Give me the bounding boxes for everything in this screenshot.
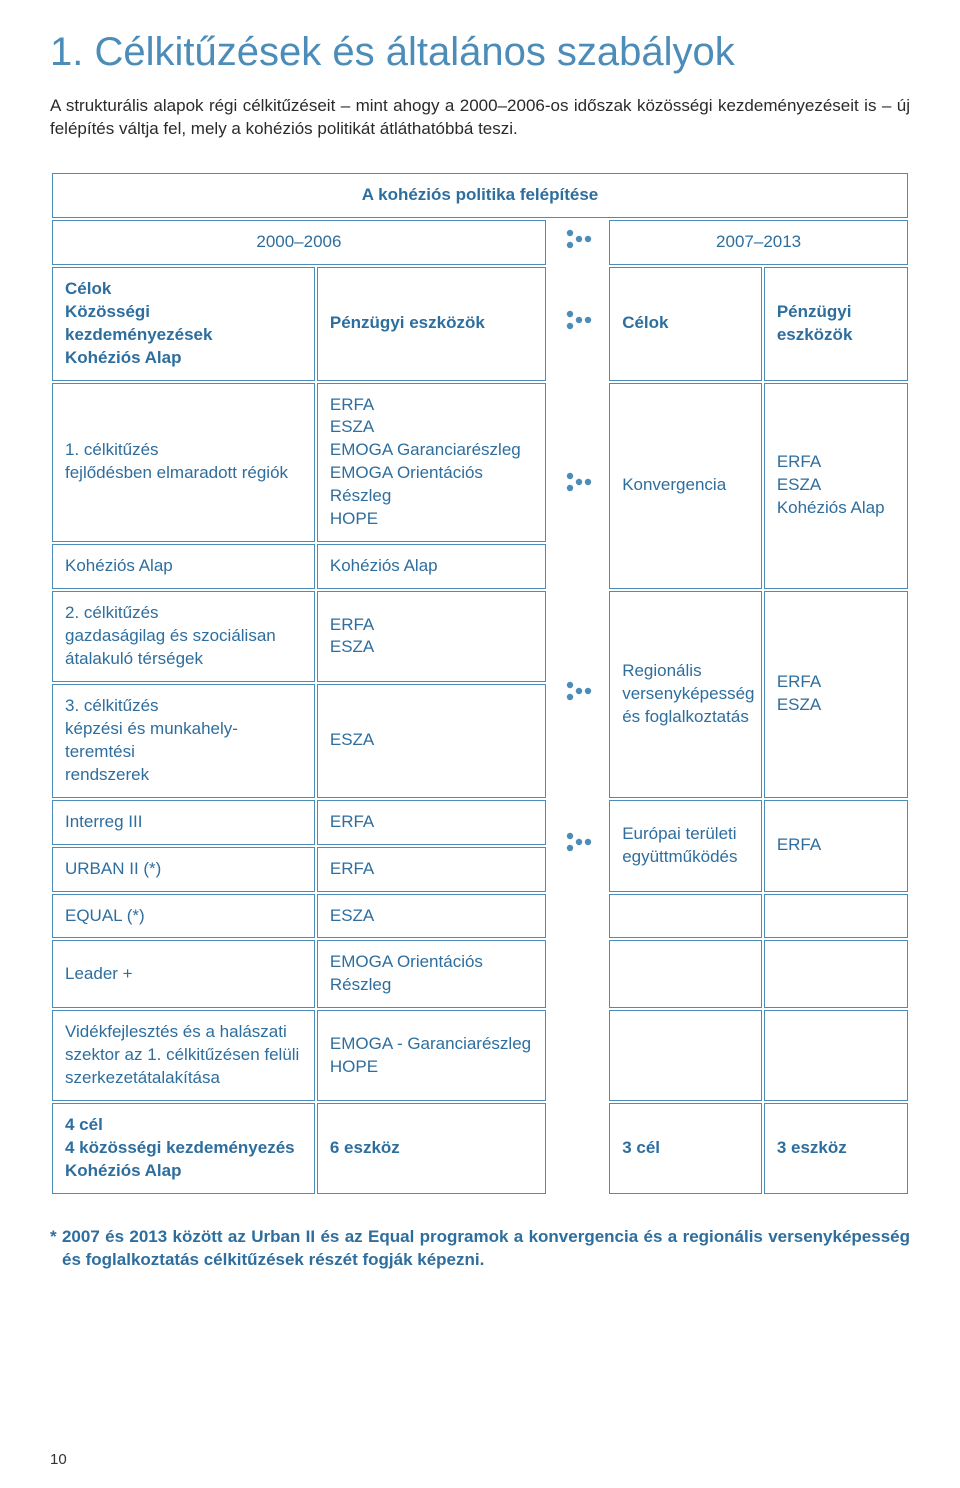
- leader-tool: EMOGA Orientációs Részleg: [317, 940, 546, 1008]
- summary-tools-left: 6 eszköz: [317, 1103, 546, 1194]
- interreg-row: Interreg III ERFA Európai területiegyütt…: [52, 800, 908, 845]
- period-row: 2000–2006 2007–2013: [52, 220, 908, 265]
- period-left: 2000–2006: [52, 220, 546, 265]
- empty-cell: [609, 894, 762, 939]
- leader-row: Leader + EMOGA Orientációs Részleg: [52, 940, 908, 1008]
- structure-table: A kohéziós politika felépítése 2000–2006…: [50, 171, 910, 1196]
- arrow-icon: [548, 591, 607, 798]
- rural-label: Vidékfejlesztés és a halászatiszektor az…: [52, 1010, 315, 1101]
- urban-label: URBAN II (*): [52, 847, 315, 892]
- empty-cell: [764, 1010, 908, 1101]
- cell-goals-right: Célok: [609, 267, 762, 381]
- leader-label: Leader +: [52, 940, 315, 1008]
- interreg-label: Interreg III: [52, 800, 315, 845]
- empty-cell: [609, 940, 762, 1008]
- obj1-tools: ERFAESZAEMOGA GaranciarészlegEMOGA Orien…: [317, 383, 546, 543]
- empty-cell: [764, 940, 908, 1008]
- equal-row: EQUAL (*) ESZA: [52, 894, 908, 939]
- regcomp-tools: ERFAESZA: [764, 591, 908, 798]
- footnote: * 2007 és 2013 között az Urban II és az …: [50, 1226, 910, 1272]
- summary-tools-right: 3 eszköz: [764, 1103, 908, 1194]
- summary-goals-right: 3 cél: [609, 1103, 762, 1194]
- regcomp-cell: Regionálisversenyképességés foglalkoztat…: [609, 591, 762, 798]
- ka-tool: Kohéziós Alap: [317, 544, 546, 589]
- urban-tool: ERFA: [317, 847, 546, 892]
- period-right: 2007–2013: [609, 220, 908, 265]
- page-number: 10: [50, 1451, 67, 1468]
- arrow-icon: [548, 800, 607, 892]
- convergence-cell: Konvergencia: [609, 383, 762, 590]
- eurocoop-tool: ERFA: [764, 800, 908, 892]
- equal-tool: ESZA: [317, 894, 546, 939]
- obj2-label: 2. célkitűzésgazdaságilag és szociálisan…: [52, 591, 315, 682]
- cell-tools-left: Pénzügyi eszközök: [317, 267, 546, 381]
- obj2-tools: ERFAESZA: [317, 591, 546, 682]
- obj3-tools: ESZA: [317, 684, 546, 798]
- goals-header-row: CélokKözösségikezdeményezésekKohéziós Al…: [52, 267, 908, 381]
- page-title: 1. Célkitűzések és általános szabályok: [50, 30, 910, 75]
- ka-label: Kohéziós Alap: [52, 544, 315, 589]
- objective1-row: 1. célkitűzésfejlődésben elmaradott régi…: [52, 383, 908, 543]
- rural-row: Vidékfejlesztés és a halászatiszektor az…: [52, 1010, 908, 1101]
- table-header-row: A kohéziós politika felépítése: [52, 173, 908, 218]
- arrow-icon: [548, 383, 607, 590]
- objective2-row: 2. célkitűzésgazdaságilag és szociálisan…: [52, 591, 908, 682]
- table-title: A kohéziós politika felépítése: [52, 173, 908, 218]
- rural-tools: EMOGA - GaranciarészlegHOPE: [317, 1010, 546, 1101]
- intro-paragraph: A strukturális alapok régi célkitűzéseit…: [50, 95, 910, 141]
- convergence-tools: ERFAESZAKohéziós Alap: [764, 383, 908, 590]
- eurocoop-cell: Európai területiegyüttműködés: [609, 800, 762, 892]
- equal-label: EQUAL (*): [52, 894, 315, 939]
- empty-cell: [609, 1010, 762, 1101]
- cell-goals-left: CélokKözösségikezdeményezésekKohéziós Al…: [52, 267, 315, 381]
- summary-left: 4 cél4 közösségi kezdeményezésKohéziós A…: [52, 1103, 315, 1194]
- cell-tools-right: Pénzügyieszközök: [764, 267, 908, 381]
- summary-row: 4 cél4 közösségi kezdeményezésKohéziós A…: [52, 1103, 908, 1194]
- interreg-tool: ERFA: [317, 800, 546, 845]
- obj3-label: 3. célkitűzésképzési és munkahely-teremt…: [52, 684, 315, 798]
- arrow-icon: [548, 267, 607, 381]
- empty-cell: [764, 894, 908, 939]
- arrow-icon: [548, 220, 607, 265]
- obj1-label: 1. célkitűzésfejlődésben elmaradott régi…: [52, 383, 315, 543]
